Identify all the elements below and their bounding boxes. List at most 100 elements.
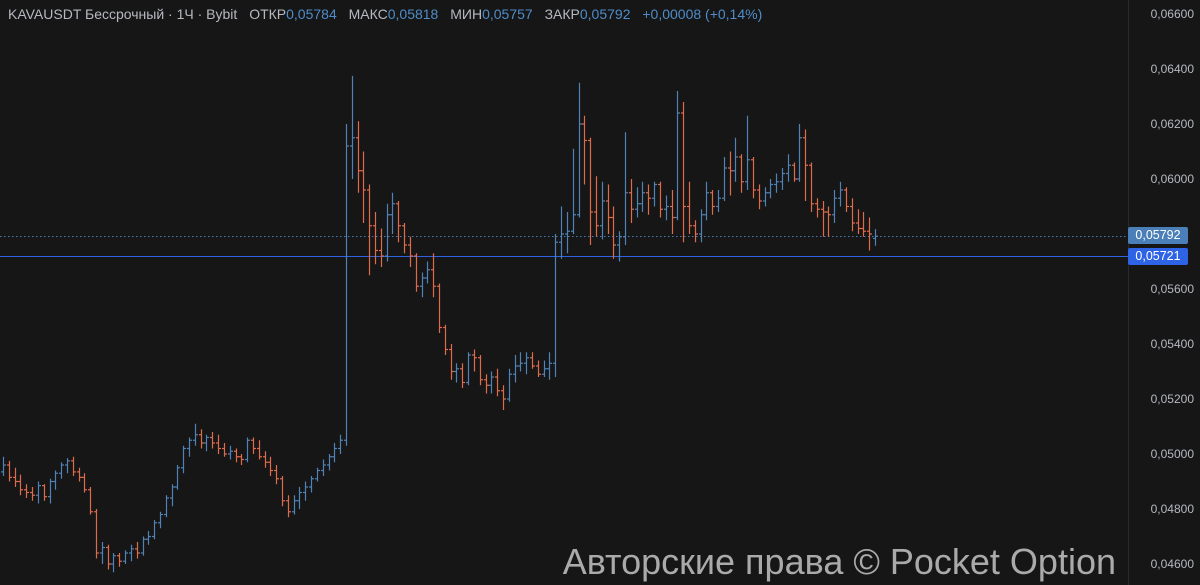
ohlc-bar-down bbox=[861, 212, 866, 237]
price-tick-label: 0,06600 bbox=[1151, 7, 1195, 21]
ohlc-bar-down bbox=[606, 184, 611, 234]
ohlc-bar-up bbox=[338, 434, 343, 454]
ohlc-bar-up bbox=[158, 511, 163, 529]
price-tick-label: 0,05400 bbox=[1151, 337, 1195, 351]
ohlc-bar-down bbox=[210, 432, 215, 449]
ohlc-bar-up bbox=[768, 179, 773, 199]
ohlc-bar-up bbox=[65, 458, 70, 474]
ohlc-bar-down bbox=[268, 456, 273, 476]
ohlc-bar-down bbox=[792, 162, 797, 182]
ohlc-bar-up bbox=[146, 531, 151, 545]
ohlc-bar-down bbox=[739, 154, 744, 193]
ohlc-bar-down bbox=[594, 176, 599, 237]
ohlc-bar-down bbox=[815, 198, 820, 218]
ohlc-bar-up bbox=[524, 352, 529, 375]
ohlc-bar-up bbox=[873, 229, 878, 246]
price-tick-label: 0,06400 bbox=[1151, 62, 1195, 76]
ohlc-bar-down bbox=[18, 474, 23, 496]
ohlc-bar-up bbox=[123, 550, 128, 564]
symbol-title[interactable]: KAVAUSDT Бессрочный · 1Ч · Bybit bbox=[8, 6, 238, 22]
ohlc-bar-up bbox=[745, 115, 750, 190]
ohlc-bar-up bbox=[181, 445, 186, 474]
ohlc-bar-up bbox=[617, 231, 622, 262]
ohlc-bar-down bbox=[106, 544, 111, 570]
ohlc-bar-down bbox=[199, 429, 204, 449]
ohlc-bar-down bbox=[443, 324, 448, 355]
ohlc-bar-up bbox=[652, 181, 657, 207]
ohlc-bar-down bbox=[30, 487, 35, 501]
ohlc-bar-down bbox=[536, 360, 541, 377]
ohlc-bar-up bbox=[1, 456, 6, 476]
ohlc-bar-up bbox=[100, 542, 105, 564]
ohlc-bar-down bbox=[257, 440, 262, 460]
ohlc-bar-up bbox=[722, 157, 727, 201]
ohlc-bar-up bbox=[390, 192, 395, 234]
ohlc-bar-up bbox=[175, 465, 180, 490]
ohlc-bar-down bbox=[821, 201, 826, 237]
ohlc-bar-up bbox=[600, 181, 605, 240]
ohlc-bar-down bbox=[367, 184, 372, 276]
ohlc-bar-up bbox=[466, 352, 471, 386]
ohlc-bar-up bbox=[780, 168, 785, 190]
ohlc-bar-up bbox=[48, 478, 53, 504]
last-price-tag: 0,05792 bbox=[1128, 227, 1188, 245]
ohlc-bar-down bbox=[222, 443, 227, 457]
ohlc-bar-down bbox=[274, 465, 279, 485]
ohlc-bar-down bbox=[373, 212, 378, 265]
close-label: ЗАКР bbox=[544, 6, 580, 22]
ohlc-bar-down bbox=[82, 473, 87, 493]
price-tick-label: 0,04800 bbox=[1151, 502, 1195, 516]
ohlc-bar-up bbox=[53, 470, 58, 490]
ohlc-bar-down bbox=[71, 456, 76, 476]
price-tick-label: 0,06200 bbox=[1151, 117, 1195, 131]
ohlc-bar-down bbox=[216, 434, 221, 454]
price-tick-label: 0,05200 bbox=[1151, 392, 1195, 406]
ohlc-bar-up bbox=[542, 360, 547, 377]
ohlc-bar-up bbox=[111, 553, 116, 573]
ohlc-bar-down bbox=[88, 487, 93, 515]
ohlc-bars bbox=[1, 75, 878, 573]
horizontal-lines bbox=[0, 236, 1128, 257]
ohlc-bar-up bbox=[507, 368, 512, 402]
ohlc-bar-down bbox=[431, 253, 436, 298]
ohlc-bar-down bbox=[484, 374, 489, 394]
ohlc-bar-up bbox=[640, 181, 645, 212]
ohlc-bar-down bbox=[687, 181, 692, 234]
ohlc-bar-up bbox=[152, 520, 157, 540]
ohlc-bar-down bbox=[751, 157, 756, 199]
ohlc-bar-down bbox=[681, 102, 686, 243]
ohlc-bar-down bbox=[414, 253, 419, 292]
ohlc-bar-up bbox=[292, 495, 297, 515]
ohlc-bar-up bbox=[763, 187, 768, 207]
ohlc-bar-down bbox=[588, 137, 593, 245]
ohlc-bar-up bbox=[623, 132, 628, 245]
ohlc-bar-up bbox=[716, 190, 721, 212]
ohlc-bar-up bbox=[786, 154, 791, 182]
ohlc-bar-down bbox=[582, 115, 587, 185]
ohlc-bar-down bbox=[844, 187, 849, 212]
ohlc-bar-up bbox=[344, 124, 349, 446]
line-price-tag[interactable]: 0,05721 bbox=[1128, 247, 1188, 265]
ohlc-bar-up bbox=[141, 536, 146, 556]
ohlc-bar-down bbox=[710, 190, 715, 215]
ohlc-bar-down bbox=[809, 162, 814, 212]
open-label: ОТКР bbox=[249, 6, 287, 22]
price-axis[interactable]: 0,06600 0,06400 0,06200 0,06000 0,05600 0,054… bbox=[1151, 7, 1195, 571]
ohlc-bar-down bbox=[408, 236, 413, 267]
ohlc-bar-down bbox=[460, 363, 465, 388]
ohlc-bar-down bbox=[117, 553, 122, 567]
ohlc-bar-up bbox=[59, 462, 64, 479]
ohlc-bar-down bbox=[379, 228, 384, 267]
ohlc-bar-up bbox=[321, 459, 326, 476]
ohlc-bar-up bbox=[664, 195, 669, 221]
ohlc-bar-up bbox=[385, 203, 390, 262]
ohlc-bar-up bbox=[513, 355, 518, 383]
ohlc-bar-up bbox=[193, 423, 198, 446]
ohlc-bar-up bbox=[553, 234, 558, 377]
ohlc-bar-down bbox=[280, 476, 285, 507]
ohlc-bar-down bbox=[501, 385, 506, 410]
watermark: Авторские права © Pocket Option bbox=[562, 541, 1116, 582]
ohlc-bar-up bbox=[350, 75, 355, 179]
open-value: 0,05784 bbox=[286, 6, 337, 22]
